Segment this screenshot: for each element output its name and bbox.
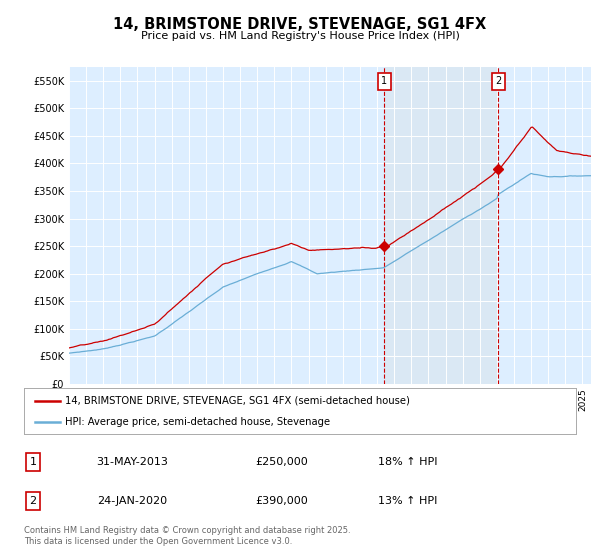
Text: 2: 2 [29, 496, 37, 506]
Text: 1: 1 [381, 76, 388, 86]
Text: 24-JAN-2020: 24-JAN-2020 [97, 496, 167, 506]
Text: £390,000: £390,000 [256, 496, 308, 506]
Text: 31-MAY-2013: 31-MAY-2013 [96, 457, 168, 467]
Text: 2: 2 [495, 76, 501, 86]
Text: Contains HM Land Registry data © Crown copyright and database right 2025.
This d: Contains HM Land Registry data © Crown c… [24, 526, 350, 546]
Bar [384, 67, 498, 384]
Text: 13% ↑ HPI: 13% ↑ HPI [379, 496, 437, 506]
Text: 18% ↑ HPI: 18% ↑ HPI [378, 457, 438, 467]
Text: Price paid vs. HM Land Registry's House Price Index (HPI): Price paid vs. HM Land Registry's House … [140, 31, 460, 41]
Text: £250,000: £250,000 [256, 457, 308, 467]
Text: 14, BRIMSTONE DRIVE, STEVENAGE, SG1 4FX (semi-detached house): 14, BRIMSTONE DRIVE, STEVENAGE, SG1 4FX … [65, 396, 410, 406]
Text: 1: 1 [29, 457, 37, 467]
Text: HPI: Average price, semi-detached house, Stevenage: HPI: Average price, semi-detached house,… [65, 417, 331, 427]
Text: 14, BRIMSTONE DRIVE, STEVENAGE, SG1 4FX: 14, BRIMSTONE DRIVE, STEVENAGE, SG1 4FX [113, 17, 487, 32]
